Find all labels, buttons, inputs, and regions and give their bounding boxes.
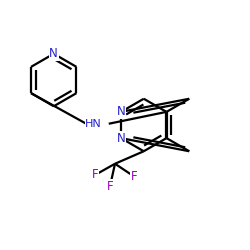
Text: N: N [117, 106, 126, 118]
Text: F: F [92, 168, 98, 181]
Text: F: F [130, 170, 137, 183]
Text: N: N [117, 132, 126, 144]
Text: F: F [107, 180, 113, 193]
Text: HN: HN [86, 119, 102, 129]
Text: N: N [50, 47, 58, 60]
